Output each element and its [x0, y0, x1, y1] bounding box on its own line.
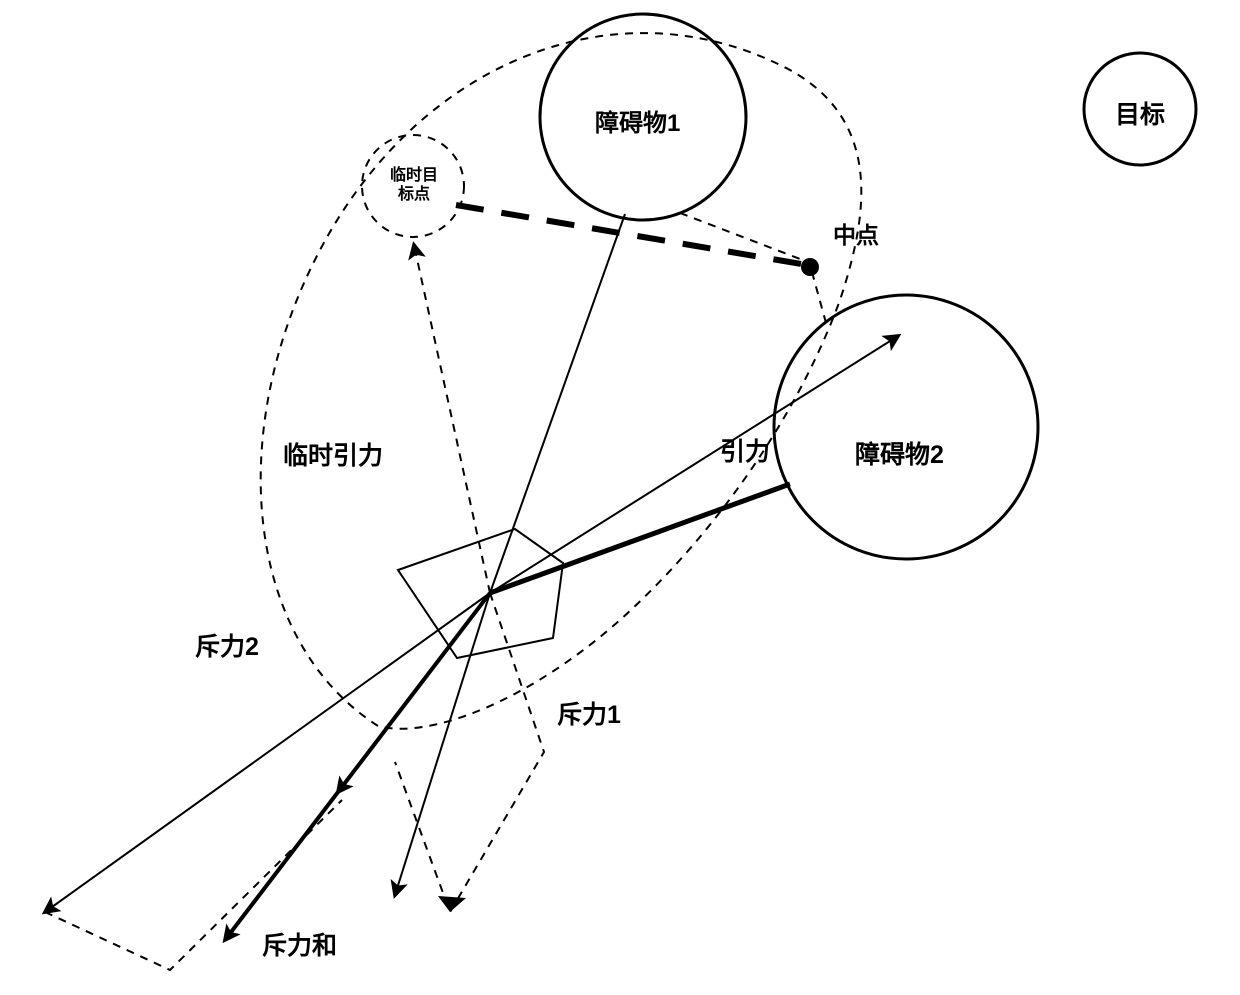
midpoint-label: 中点	[833, 216, 879, 250]
parallelogram2-arrowtip	[438, 896, 466, 912]
robot-to-obs2-line	[490, 484, 790, 593]
temp-attraction2-arrow	[338, 593, 490, 792]
temp-target-label: 临时目标点	[384, 166, 444, 204]
robot-to-obs1-line	[490, 214, 625, 593]
boundary-arc	[261, 33, 862, 729]
attraction-arrow	[490, 336, 898, 593]
temp-to-midpoint-line	[456, 205, 813, 266]
repulsion2-label: 斥力2	[195, 627, 259, 663]
parallelogram2	[395, 593, 544, 912]
repulsion-sum-label: 斥力和	[262, 926, 337, 962]
force-diagram: 障碍物1 障碍物2 目标 临时目标点 中点 引力 临时引力 斥力1 斥力2 斥力…	[0, 0, 1240, 990]
attraction-label: 引力	[720, 432, 770, 468]
repulsion1-label: 斥力1	[557, 695, 621, 731]
obs2-to-mid-line	[812, 272, 826, 323]
goal-label: 目标	[1115, 95, 1165, 131]
midpoint-dot	[801, 258, 819, 276]
obstacle2-label: 障碍物2	[855, 435, 944, 471]
obstacle1-label: 障碍物1	[595, 103, 680, 138]
repulsion2-arrow	[45, 593, 490, 912]
obstacle2-circle	[774, 295, 1038, 559]
diagram-svg	[0, 0, 1240, 990]
temp-attraction-label: 临时引力	[283, 436, 383, 472]
repulsion1-arrow	[395, 593, 490, 895]
